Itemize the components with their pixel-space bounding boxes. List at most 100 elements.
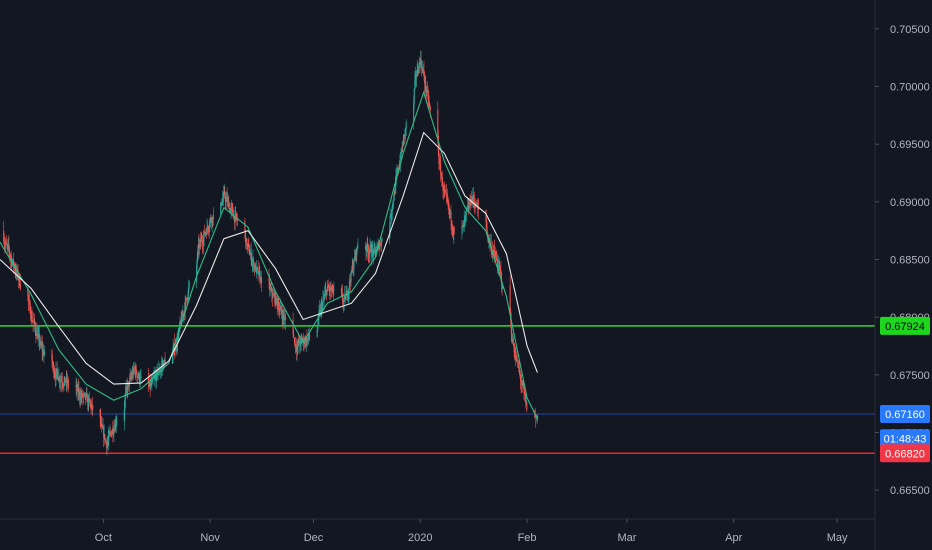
candle [135, 362, 137, 378]
candle [65, 370, 67, 392]
candle [347, 291, 349, 301]
candle [54, 368, 56, 388]
candle [372, 243, 374, 259]
candle [328, 284, 330, 292]
candle [56, 360, 58, 381]
candle [224, 186, 226, 200]
candle [392, 199, 394, 208]
candle [327, 279, 329, 287]
candle [124, 394, 126, 419]
candle [405, 119, 407, 137]
x-tick-label: Apr [725, 532, 742, 544]
candle [300, 336, 302, 352]
candle [520, 374, 522, 394]
candle [324, 285, 326, 300]
candle [281, 302, 283, 319]
candle [185, 297, 187, 300]
price-axis[interactable]: 0.665000.670000.675000.680000.685000.690… [875, 24, 930, 497]
candle [116, 416, 118, 427]
candle [419, 58, 421, 74]
candle [526, 400, 528, 413]
candle [467, 199, 469, 216]
candle [309, 325, 311, 342]
candle [280, 305, 282, 315]
candle [444, 181, 446, 198]
candle [110, 431, 112, 437]
candle [12, 252, 15, 274]
candle [340, 287, 342, 297]
candle [534, 407, 536, 428]
candle [77, 378, 79, 401]
candle [137, 372, 139, 379]
candle [203, 231, 205, 247]
candle [402, 134, 404, 147]
candle [206, 218, 208, 236]
candle [77, 383, 79, 392]
candle [62, 382, 64, 393]
candle [443, 184, 445, 199]
candle [197, 236, 199, 260]
y-tick-label: 0.70000 [890, 82, 930, 94]
candle [420, 50, 422, 68]
candle [522, 380, 524, 393]
candle [256, 266, 259, 273]
candle [253, 264, 255, 273]
candle [537, 413, 539, 422]
candle [272, 287, 274, 299]
candle [461, 224, 464, 234]
candle [271, 286, 273, 303]
candle [417, 60, 419, 76]
candle [200, 232, 202, 242]
candle [100, 408, 102, 430]
candle [60, 373, 62, 390]
candle [421, 60, 423, 74]
candle [461, 219, 463, 240]
candle [274, 292, 276, 307]
candle [374, 241, 376, 254]
candle [269, 283, 271, 296]
candle [111, 428, 113, 435]
candle [107, 429, 109, 451]
candle [294, 337, 296, 354]
candle [205, 228, 207, 240]
candle [246, 238, 248, 250]
candle [99, 408, 101, 427]
candle [327, 280, 329, 293]
candle [184, 296, 186, 320]
candle [186, 297, 189, 305]
y-tick-label: 0.70500 [890, 24, 930, 36]
candle [521, 373, 523, 393]
candle [51, 354, 54, 371]
moving-averages [0, 90, 538, 419]
candle [428, 90, 430, 109]
candle [176, 345, 178, 353]
candle [212, 207, 214, 226]
candle [276, 295, 278, 310]
candle [472, 186, 474, 208]
candle [228, 202, 230, 213]
time-axis[interactable]: Oct Nov Dec 2020 Feb Mar Apr May [95, 519, 848, 544]
candle [369, 238, 371, 263]
candle [405, 126, 407, 140]
candle [234, 206, 236, 231]
candle [75, 378, 77, 395]
candle [401, 140, 403, 153]
candle [197, 245, 199, 262]
candle [449, 209, 451, 219]
candle [486, 221, 488, 234]
candle [258, 262, 260, 279]
candle [356, 243, 358, 253]
candle [496, 253, 499, 274]
candle [418, 56, 420, 69]
candle [348, 289, 350, 303]
candle [151, 374, 153, 391]
candle [39, 339, 41, 350]
candle [498, 257, 500, 271]
candle [3, 221, 5, 245]
candle [326, 290, 328, 297]
price-badge-label: 0.67924 [885, 321, 925, 333]
candle [413, 88, 415, 110]
candle [298, 338, 300, 354]
